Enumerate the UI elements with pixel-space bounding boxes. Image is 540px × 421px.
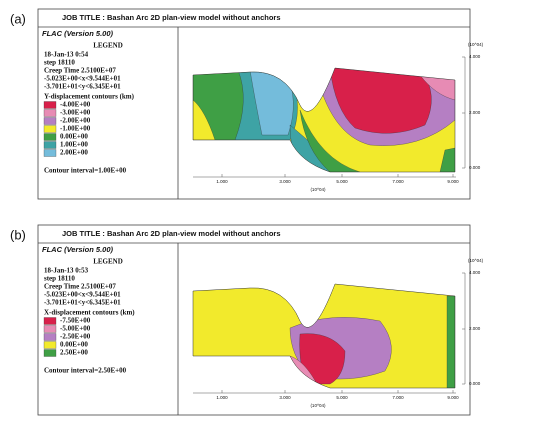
y-tick-label: 2.000 bbox=[469, 110, 481, 115]
legend-item: 2.00E+00 bbox=[60, 149, 88, 157]
contour-region bbox=[299, 333, 346, 385]
panel-frame bbox=[37, 224, 471, 416]
legend-item: 2.50E+00 bbox=[60, 349, 88, 357]
legend-item: 1.00E+00 bbox=[60, 141, 88, 149]
contour-region bbox=[329, 68, 432, 134]
legend-line: Creep Time 2.5100E+07 bbox=[44, 283, 116, 291]
model-outline bbox=[192, 283, 456, 389]
model-outline bbox=[192, 67, 456, 173]
legend-swatch bbox=[43, 325, 57, 333]
legend-item: -1.00E+00 bbox=[60, 125, 91, 133]
contour-region bbox=[446, 295, 455, 388]
legend-swatch bbox=[43, 101, 57, 109]
x-unit: (10^04) bbox=[310, 403, 326, 408]
legend-item: -3.00E+00 bbox=[60, 109, 91, 117]
legend-swatch bbox=[43, 141, 57, 149]
x-tick-label: 3.000 bbox=[279, 395, 291, 400]
legend-line: 18-Jan-13 0:54 bbox=[44, 51, 89, 59]
legend-title: LEGEND bbox=[93, 42, 123, 50]
contour-region bbox=[299, 109, 361, 172]
contour-interval: Contour interval=1.00E+00 bbox=[44, 167, 127, 175]
panel: (a) JOB TITLE : Bashan Arc 2D plan-view m… bbox=[10, 8, 484, 200]
legend-item: 0.00E+00 bbox=[60, 341, 88, 349]
contour-region bbox=[419, 74, 455, 101]
contour-title: X-displacement contours (km) bbox=[44, 309, 135, 317]
legend-item: -7.50E+00 bbox=[60, 317, 91, 325]
flac-version: FLAC (Version 5.00) bbox=[42, 29, 113, 38]
x-tick-label: 5.000 bbox=[336, 395, 348, 400]
y-tick-label: 0.000 bbox=[469, 165, 481, 170]
legend-item: -4.00E+00 bbox=[60, 101, 91, 109]
legend-swatch bbox=[43, 341, 57, 349]
legend-line: -5.023E+00<x<9.544E+01 bbox=[44, 291, 121, 299]
x-tick-label: 1.000 bbox=[216, 179, 228, 184]
contour-title: Y-displacement contours (km) bbox=[44, 93, 135, 101]
legend-line: -3.701E+01<y<6.345E+01 bbox=[44, 299, 121, 307]
legend-line: Creep Time 2.5100E+07 bbox=[44, 67, 116, 75]
legend-line: -5.023E+00<x<9.544E+01 bbox=[44, 75, 121, 83]
x-tick-label: 5.000 bbox=[336, 179, 348, 184]
legend-swatch bbox=[43, 109, 57, 117]
x-tick-label: 3.000 bbox=[279, 179, 291, 184]
y-unit: (10^04) bbox=[468, 258, 484, 263]
legend-line: step 18110 bbox=[44, 275, 75, 283]
legend-swatch bbox=[43, 117, 57, 125]
y-tick-label: 0.000 bbox=[469, 381, 481, 386]
x-unit: (10^04) bbox=[310, 187, 326, 192]
contour-plot bbox=[193, 68, 455, 172]
legend-swatch bbox=[43, 333, 57, 341]
legend-item: -5.00E+00 bbox=[60, 325, 91, 333]
job-title: JOB TITLE : Bashan Arc 2D plan-view mode… bbox=[62, 13, 281, 22]
x-tick-label: 7.000 bbox=[392, 179, 404, 184]
flac-version: FLAC (Version 5.00) bbox=[42, 245, 113, 254]
job-title: JOB TITLE : Bashan Arc 2D plan-view mode… bbox=[62, 229, 281, 238]
panel-label: (b) bbox=[10, 227, 26, 242]
legend-item: -2.00E+00 bbox=[60, 117, 91, 125]
legend-swatch bbox=[43, 349, 57, 357]
legend-line: 18-Jan-13 0:53 bbox=[44, 267, 89, 275]
panel-label: (a) bbox=[10, 11, 26, 26]
y-tick-label: 4.000 bbox=[469, 270, 481, 275]
panel: (b) JOB TITLE : Bashan Arc 2D plan-view m… bbox=[10, 224, 484, 416]
legend-swatch bbox=[43, 133, 57, 141]
y-tick-label: 4.000 bbox=[469, 54, 481, 59]
legend-swatch bbox=[43, 125, 57, 133]
y-tick-label: 2.000 bbox=[469, 326, 481, 331]
legend-swatch bbox=[43, 149, 57, 157]
legend-line: step 18110 bbox=[44, 59, 75, 67]
legend-item: 0.00E+00 bbox=[60, 133, 88, 141]
x-tick-label: 7.000 bbox=[392, 395, 404, 400]
x-tick-label: 9.000 bbox=[447, 395, 459, 400]
contour-region bbox=[439, 147, 455, 172]
legend-item: -2.50E+00 bbox=[60, 333, 91, 341]
contour-interval: Contour interval=2.50E+00 bbox=[44, 367, 127, 375]
legend-line: -3.701E+01<y<6.345E+01 bbox=[44, 83, 121, 91]
y-unit: (10^04) bbox=[468, 42, 484, 47]
contour-plot bbox=[193, 284, 455, 388]
legend-swatch bbox=[43, 317, 57, 325]
x-tick-label: 1.000 bbox=[216, 395, 228, 400]
panel-frame bbox=[37, 8, 471, 200]
x-tick-label: 9.000 bbox=[447, 179, 459, 184]
legend-title: LEGEND bbox=[93, 258, 123, 266]
